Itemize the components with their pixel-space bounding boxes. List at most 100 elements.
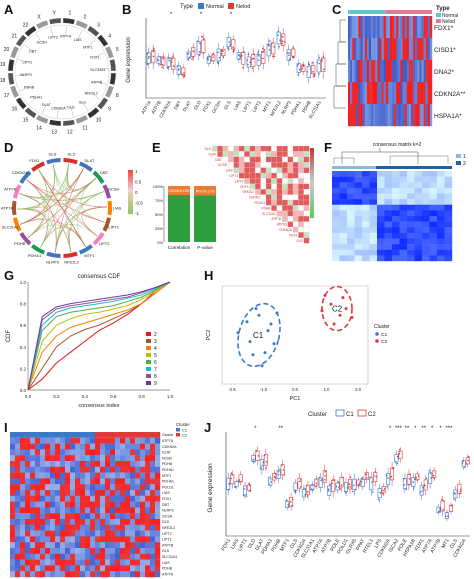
heatmap-cell [10, 501, 16, 508]
chord-sector [46, 251, 61, 258]
gene-label: MTF1 [83, 45, 92, 49]
box [364, 472, 369, 480]
heatmap-cell [40, 542, 46, 549]
heatmap-cell [369, 82, 372, 105]
matrix-cell [422, 199, 430, 205]
chromosome-label: 9 [108, 107, 111, 113]
heatmap-cell [115, 478, 121, 485]
heatmap-cell [35, 542, 41, 549]
heatmap-cell [150, 484, 156, 491]
matrix-cell [339, 232, 348, 239]
heatmap-cell [130, 495, 136, 502]
panel-c: C Type Normal Nelod FDX1* CISD1* DNA2* CDKN2A*… [330, 0, 474, 138]
scale-cell [128, 170, 133, 173]
matrix-cell [384, 171, 393, 177]
heatmap-cell [20, 553, 26, 560]
heatmap-cell [75, 553, 81, 560]
colorbar-cell [310, 200, 314, 205]
box-point [191, 58, 193, 60]
chromosome-label: X [37, 15, 41, 21]
heatmap-cell [15, 524, 21, 531]
heatmap-cell [362, 104, 365, 127]
heatmap-cell [150, 553, 156, 560]
legend-swatch [146, 346, 151, 350]
chromosome-label: 3 [97, 22, 100, 28]
matrix-cell [392, 221, 400, 228]
box-point [327, 488, 330, 491]
heatmap-c: TypeNormalNelodFDX1*CISD1*DNA2*CDKN2A**H… [333, 6, 466, 127]
box-point [260, 467, 263, 469]
heatmap-cell [65, 530, 71, 537]
heatmap-cell [145, 530, 151, 537]
matrix-cell [407, 176, 415, 183]
heatmap-cell [60, 559, 66, 566]
heatmap-cell [120, 455, 126, 462]
heatmap-cell [369, 60, 372, 83]
heatmap-cell [85, 524, 91, 531]
matrix-cell [332, 171, 340, 177]
chromosome-band [62, 17, 76, 25]
box-point [358, 484, 360, 486]
matrix-cell [369, 255, 378, 262]
corr-cell [271, 194, 277, 201]
cdf-series-5 [27, 281, 171, 391]
heatmap-cell [373, 82, 376, 105]
heatmap-cell [10, 472, 16, 479]
matrix-cell [332, 244, 340, 250]
chord-sector [63, 158, 78, 165]
matrix-cell [332, 221, 340, 228]
heatmap-cell [95, 513, 101, 520]
cluster-annotation-cell [105, 432, 111, 438]
y-tick: 0.8 [20, 302, 27, 307]
matrix-cell [392, 244, 400, 250]
heatmap-cell [100, 495, 106, 502]
corr-cell [265, 183, 272, 190]
heatmap-cell [90, 466, 96, 473]
matrix-cell [339, 171, 348, 177]
matrix-cell [354, 176, 363, 183]
corr-cell [265, 167, 272, 174]
box-point [198, 51, 201, 53]
heatmap-cell [400, 16, 403, 39]
chord-sector [92, 170, 105, 184]
sig-mark: * [170, 12, 173, 18]
heatmap-cell [65, 466, 71, 473]
bar-y-tick: 25% [155, 226, 163, 231]
box-point [289, 501, 292, 503]
box-point [306, 490, 309, 493]
heatmap-cell [40, 437, 46, 444]
heatmap-cell [40, 501, 46, 508]
heatmap-cell [130, 501, 136, 508]
box-point [302, 64, 305, 67]
corr-cell [303, 199, 310, 206]
box [448, 504, 453, 512]
matrix-cell [429, 210, 438, 217]
heatmap-cell [25, 495, 31, 502]
heatmap-cell [385, 60, 389, 83]
box-point [257, 454, 260, 457]
box-point [251, 58, 254, 60]
heatmap-cell [55, 524, 61, 531]
heatmap-cell [150, 461, 156, 467]
gene-tick [28, 97, 37, 105]
heatmap-cell [150, 443, 156, 450]
corr-cell [303, 210, 310, 217]
corr-cell [271, 151, 277, 157]
heatmap-cell [150, 536, 156, 543]
heatmap-cell [105, 490, 111, 496]
matrix-cell [377, 187, 385, 194]
heatmap-cell [125, 571, 131, 578]
chromosome-label: 15 [23, 118, 29, 124]
heatmap-cell [150, 490, 156, 496]
gene-label: ATP7B [91, 80, 103, 84]
box-point [248, 482, 250, 485]
corr-cell [298, 145, 304, 152]
heatmap-cell [115, 490, 121, 496]
chromosome-band [104, 85, 115, 99]
box-point [228, 483, 231, 485]
heatmap-cell [50, 495, 56, 502]
matrix-cell [377, 193, 385, 200]
x-tick: -1.0 [260, 387, 268, 392]
corr-cell [244, 178, 250, 184]
matrix-cell [437, 216, 445, 222]
